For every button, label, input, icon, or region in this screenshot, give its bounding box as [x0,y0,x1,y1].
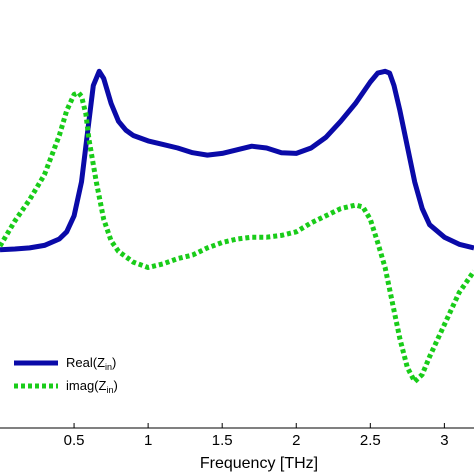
legend: Real(Zin) imag(Zin) [14,355,118,395]
x-tick-label: 1.5 [212,432,233,449]
x-axis-label: Frequency [THz] [200,455,318,472]
x-tick-label: 2.5 [360,432,381,449]
x-tick-label: 2 [292,432,300,449]
x-tick-label: 3 [440,432,448,449]
x-tick-label: 1 [144,432,152,449]
x-tick-label: 0.5 [64,432,85,449]
series-line-real [0,68,474,253]
series-layer [0,68,474,385]
axes-layer: 0.5 1 1.5 2 2.5 3 [0,423,474,449]
legend-label-imag: imag(Zin) [66,378,118,395]
legend-label-real: Real(Zin) [66,355,116,372]
series-line-imag [0,90,474,385]
